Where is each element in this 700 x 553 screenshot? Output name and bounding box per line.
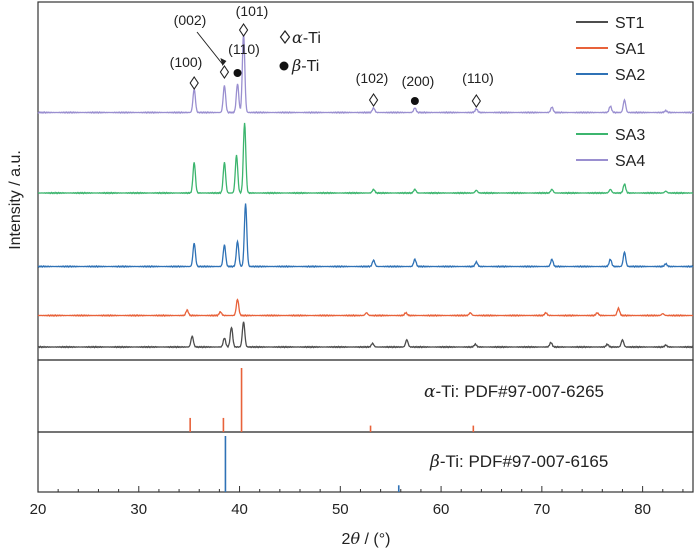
x-tick-label-70: 70 — [534, 501, 551, 518]
peak-label-4: (102) — [356, 70, 389, 86]
alpha-ref-symbol: α — [424, 382, 436, 402]
x-tick-label-20: 20 — [30, 501, 47, 518]
beta-peak-marker-icon — [410, 97, 419, 105]
svg-text:β-Ti: β-Ti — [291, 56, 319, 75]
svg-text:β-Ti: PDF#97-007-6165: β-Ti: PDF#97-007-6165 — [429, 452, 608, 472]
peak-label-3: (101) — [236, 3, 269, 19]
alpha-diamond-icon — [279, 30, 291, 44]
series-layer — [37, 33, 694, 349]
series-legend: ST1 SA1 SA2 SA3 SA4 — [576, 15, 645, 170]
x-axis-title-suffix: / (°) — [360, 531, 390, 548]
alpha-peak-marker-icon — [471, 94, 482, 108]
legend-label-sa4: SA4 — [615, 153, 645, 170]
series-line-sa2 — [37, 203, 694, 269]
alpha-peak-marker-icon — [368, 93, 379, 107]
alpha-peak-marker-icon — [238, 23, 249, 37]
alpha-ref-label: -Ti: PDF#97-007-6265 — [435, 382, 604, 401]
svg-text:α-Ti: α-Ti — [292, 28, 321, 47]
svg-text:α-Ti: PDF#97-007-6265: α-Ti: PDF#97-007-6265 — [424, 382, 604, 402]
x-tick-label-30: 30 — [130, 501, 147, 518]
beta-phase-text: -Ti — [301, 58, 319, 75]
x-axis-title-prefix: 2 — [342, 531, 351, 548]
annotation-arrowhead-icon — [220, 58, 227, 66]
main-panel-frame — [37, 1, 694, 361]
series-line-st1 — [37, 321, 694, 349]
x-tick-label-40: 40 — [231, 501, 248, 518]
beta-ref-label: -Ti: PDF#97-007-6165 — [440, 452, 609, 471]
phase-legend: α-Ti β-Ti — [279, 28, 321, 75]
alpha-phase-symbol: α — [292, 28, 303, 47]
peak-label-5: (200) — [402, 73, 435, 89]
y-axis-title: Intensity / a.u. — [7, 150, 24, 250]
x-tick-label-60: 60 — [433, 501, 450, 518]
reference-layer — [189, 368, 475, 492]
beta-peak-marker-icon — [233, 69, 242, 77]
annotation-leader-arrow — [196, 31, 223, 65]
beta-ref-panel-frame — [37, 431, 694, 493]
x-tick-label-80: 80 — [634, 501, 651, 518]
peak-label-1: (002) — [174, 12, 207, 28]
peak-label-0: (100) — [170, 54, 203, 70]
legend-label-sa1: SA1 — [615, 41, 645, 58]
svg-text:2θ / (°): 2θ / (°) — [342, 529, 391, 548]
legend-label-st1: ST1 — [615, 15, 644, 32]
legend-label-sa2: SA2 — [615, 67, 645, 84]
beta-ref-symbol: β — [429, 452, 440, 472]
series-line-sa1 — [37, 298, 694, 318]
alpha-peak-marker-icon — [219, 65, 230, 79]
x-axis-title-theta: θ — [350, 529, 360, 548]
peak-label-6: (110) — [462, 70, 494, 86]
x-tick-label-50: 50 — [332, 501, 349, 518]
alpha-phase-text: -Ti — [303, 30, 321, 47]
peak-annotations: (100) (002) (110) (101) (102) (200) (110) — [170, 3, 494, 108]
beta-dot-icon — [279, 61, 289, 71]
x-axis-ticks: 20 30 40 50 60 70 80 — [30, 486, 684, 518]
beta-phase-symbol: β — [291, 56, 301, 75]
peak-label-2: (110) — [228, 41, 260, 57]
alpha-peak-marker-icon — [189, 76, 199, 90]
series-line-sa3 — [37, 122, 694, 195]
legend-label-sa3: SA3 — [615, 127, 645, 144]
series-line-sa4 — [37, 33, 694, 115]
